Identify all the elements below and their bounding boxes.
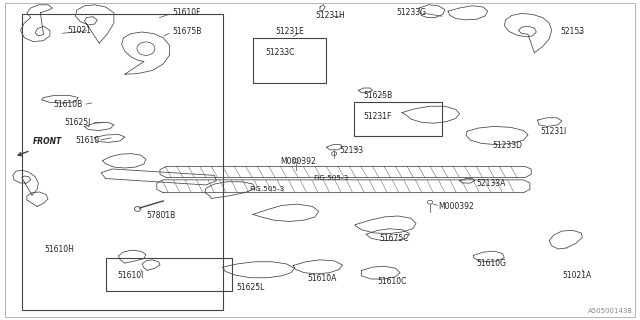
Text: 51610F: 51610F [173,8,202,17]
Text: 51625J: 51625J [64,118,90,127]
Bar [22,14,223,310]
Text: A505001438: A505001438 [588,308,632,314]
Text: FIG.505-3: FIG.505-3 [314,175,349,180]
Text: 52133A: 52133A [477,180,506,188]
Text: 51021A: 51021A [562,271,591,280]
Text: 51625L: 51625L [237,284,265,292]
Text: 51233G: 51233G [397,8,427,17]
Text: 51610A: 51610A [307,274,337,283]
Text: FRONT: FRONT [33,137,63,146]
Text: 51231E: 51231E [275,28,304,36]
Bar [253,38,326,83]
Text: FIG.505-3: FIG.505-3 [250,186,285,192]
Text: 51231H: 51231H [316,12,345,20]
Text: 51610G: 51610G [477,259,507,268]
Text: 51610H: 51610H [45,245,75,254]
Text: 52153: 52153 [560,28,584,36]
Text: 51233D: 51233D [493,141,523,150]
Bar [106,258,232,291]
Text: 51610I: 51610I [117,271,143,280]
Text: M000392: M000392 [280,157,316,166]
Text: 51610: 51610 [76,136,100,145]
Text: 51675C: 51675C [380,234,409,243]
Text: 51231F: 51231F [364,112,392,121]
Text: 51610C: 51610C [378,277,407,286]
Text: 52133: 52133 [339,146,364,155]
Text: 57801B: 57801B [146,211,175,220]
Text: 51675B: 51675B [173,28,202,36]
Text: 51021: 51021 [67,26,92,35]
Text: 51610B: 51610B [53,100,83,109]
Text: 51231I: 51231I [541,127,567,136]
Text: M000392: M000392 [438,202,474,211]
Text: 51625B: 51625B [364,92,393,100]
Bar [354,102,442,136]
Text: 51233C: 51233C [266,48,295,57]
